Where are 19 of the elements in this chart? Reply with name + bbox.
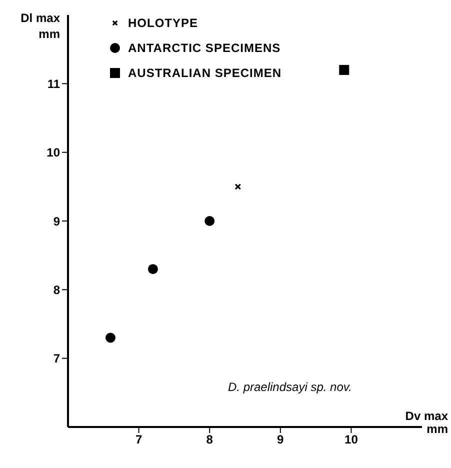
- annotation: D. praelindsayi sp. nov.: [228, 380, 352, 394]
- y-tick-label: 11: [47, 76, 60, 91]
- x-tick-label: 9: [277, 432, 284, 447]
- x-tick-label: 10: [344, 432, 358, 447]
- legend-label: ANTARCTIC SPECIMENS: [128, 40, 281, 54]
- point: [204, 216, 215, 226]
- x-axis-title: Dv max mm: [404, 409, 448, 436]
- y-tick-label: 8: [53, 282, 60, 297]
- point: [105, 332, 116, 343]
- x-tick-label: 8: [206, 432, 214, 447]
- y-tick-label: 10: [46, 146, 60, 160]
- y-axis-title: Dl max mm: [20, 10, 60, 42]
- legend-label: HOLOTYPE: [128, 16, 198, 30]
- x-tick-label: 7: [135, 432, 142, 447]
- point: [148, 264, 158, 274]
- legend-label: AUSTRALIAN SPECIMEN: [128, 66, 282, 80]
- y-tick-label: 7: [53, 352, 60, 366]
- point: [339, 64, 350, 75]
- y-tick-label: 9: [53, 214, 60, 228]
